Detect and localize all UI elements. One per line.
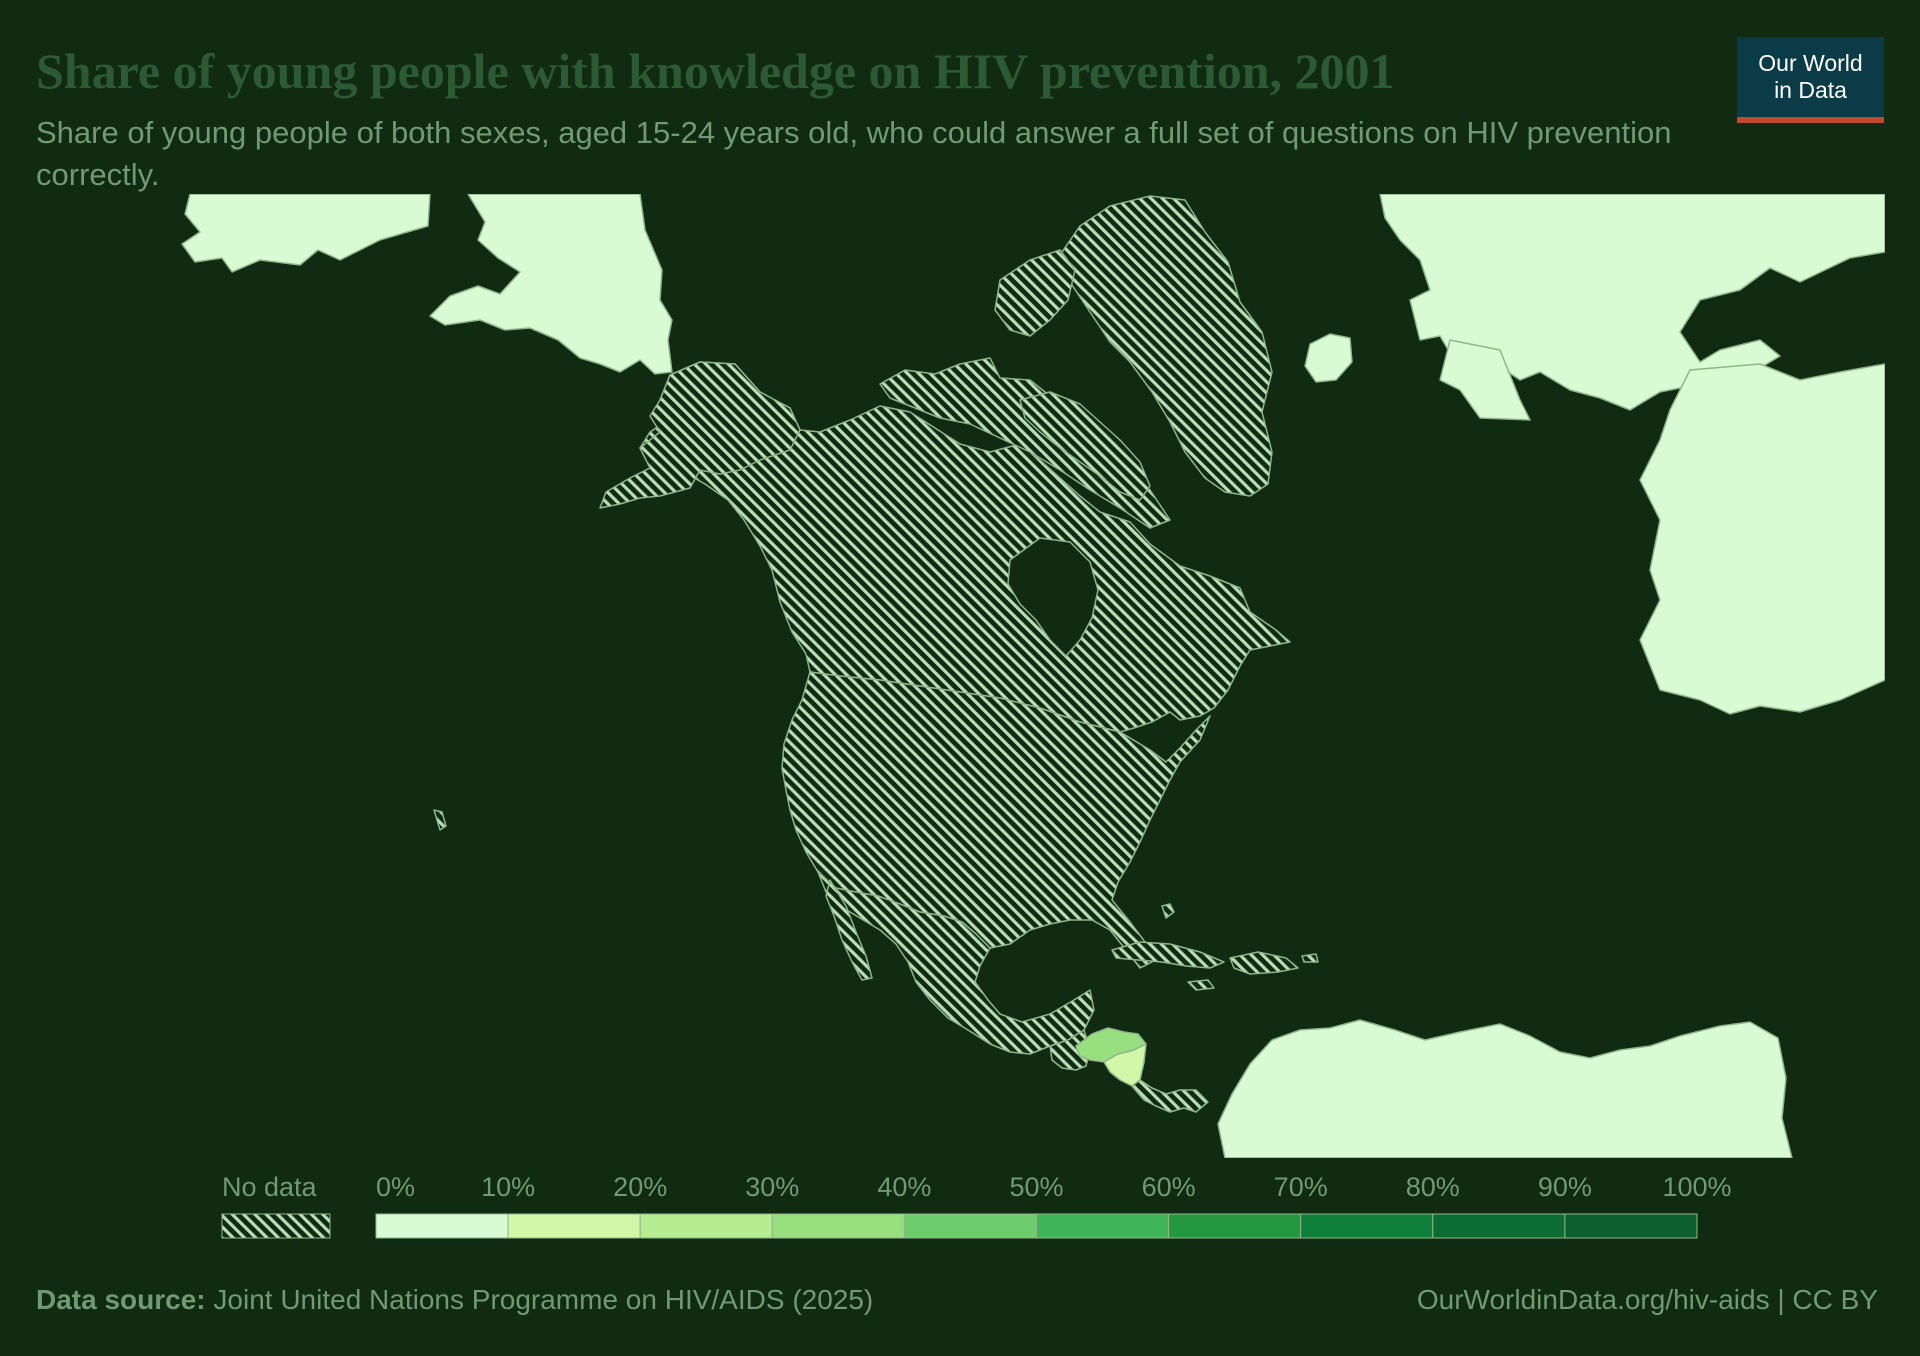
owid-logo[interactable]: Our World in Data xyxy=(1737,37,1884,123)
baja-california xyxy=(825,879,873,981)
logo-line-2: in Data xyxy=(1774,77,1847,103)
baffin-island xyxy=(1019,391,1151,501)
puerto-rico xyxy=(1301,953,1319,963)
source-url-link[interactable]: OurWorldinData.org/hiv-aids | CC BY xyxy=(1416,1284,1878,1315)
united-states xyxy=(781,671,1211,969)
north-africa-landmass xyxy=(1639,363,1885,715)
guatemala-belize-elsalvador xyxy=(1049,1029,1091,1071)
jamaica xyxy=(1187,979,1215,991)
legend-bin-swatch xyxy=(1432,1213,1566,1239)
data-source: Data source: Joint United Nations Progra… xyxy=(36,1284,873,1316)
europe-landmass xyxy=(1379,194,1885,411)
legend-bin-label: 20% xyxy=(613,1172,667,1202)
legend-bin-swatch xyxy=(375,1213,509,1239)
legend: No data 0% 10% 20% 30% 40% 50% 60% 70% 80% 90% 100… xyxy=(221,1172,1732,1239)
greenland xyxy=(1061,195,1273,497)
data-source-text: Joint United Nations Programme on HIV/AI… xyxy=(205,1284,874,1315)
legend-bin-label: 30% xyxy=(745,1172,799,1202)
legend-no-data-swatch xyxy=(221,1213,331,1239)
ellesmere-island xyxy=(994,249,1076,337)
legend-bin-swatch xyxy=(1168,1213,1302,1239)
siberia-landmass xyxy=(181,194,431,273)
legend-bin-swatch xyxy=(771,1213,905,1239)
hispaniola xyxy=(1229,951,1299,975)
legend-bin-swatch xyxy=(639,1213,773,1239)
nicaragua xyxy=(1103,1043,1147,1087)
legend-bin-label: 70% xyxy=(1274,1172,1328,1202)
chart-title: Share of young people with knowledge on … xyxy=(36,43,1395,99)
legend-end-label: 100% xyxy=(1662,1172,1731,1202)
cuba xyxy=(1111,941,1225,969)
costa-rica-panama xyxy=(1131,1079,1209,1113)
hudson-bay-water xyxy=(1007,537,1099,657)
kamchatka-landmass xyxy=(429,194,673,375)
legend-bin-swatch xyxy=(507,1213,641,1239)
data-source-label: Data source: xyxy=(36,1284,206,1315)
south-america-landmass xyxy=(1217,1019,1793,1158)
chart-subtitle: Share of young people of both sexes, age… xyxy=(36,115,1672,192)
alaska xyxy=(599,361,801,509)
legend-bin-label: 40% xyxy=(877,1172,931,1202)
legend-no-data-label: No data xyxy=(222,1172,318,1202)
legend-bins: 0% 10% 20% 30% 40% 50% 60% 70% 80% 90% 100% xyxy=(375,1172,1732,1239)
legend-bin-swatch xyxy=(1564,1213,1698,1239)
mexico xyxy=(817,871,1095,1055)
canada-arctic-islands xyxy=(879,357,1171,529)
legend-bin-label: 90% xyxy=(1538,1172,1592,1202)
canada xyxy=(639,361,1291,733)
legend-bin-swatch xyxy=(1300,1213,1434,1239)
bahamas xyxy=(1161,903,1175,919)
iberia-italy-landmass xyxy=(1439,339,1531,421)
legend-bin-swatch xyxy=(903,1213,1038,1239)
legend-bin-label: 60% xyxy=(1142,1172,1196,1202)
legend-bin-label: 80% xyxy=(1406,1172,1460,1202)
legend-bin-label: 50% xyxy=(1009,1172,1063,1202)
legend-bin-label: 10% xyxy=(481,1172,535,1202)
legend-bin-swatch xyxy=(1036,1213,1170,1239)
iceland-landmass xyxy=(1304,333,1353,383)
hawaii xyxy=(433,809,447,831)
legend-bin-label: 0% xyxy=(376,1172,415,1202)
logo-line-1: Our World xyxy=(1758,50,1863,76)
